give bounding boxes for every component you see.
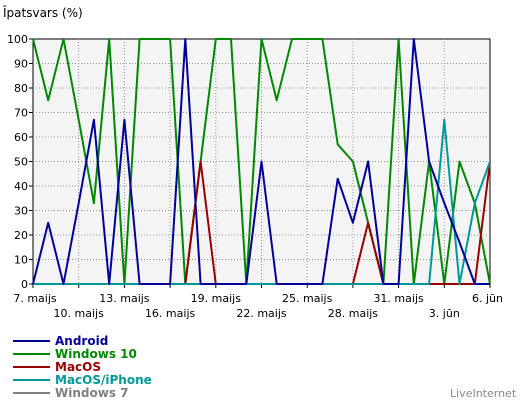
x-tick-label: 10. maijs: [54, 307, 105, 320]
y-tick-label: 100: [7, 33, 28, 46]
x-tick-label: 6. jūn: [472, 292, 503, 305]
legend-label-macos: MacOS: [55, 360, 101, 374]
y-tick-label: 20: [14, 229, 28, 242]
x-tick-label: 19. maijs: [191, 292, 242, 305]
x-tick-label: 3. jūn: [429, 307, 460, 320]
legend-label-macos-iphone: MacOS/iPhone: [55, 373, 152, 387]
legend-label-android: Android: [55, 334, 108, 348]
x-tick-label: 25. maijs: [282, 292, 333, 305]
y-tick-label: 30: [14, 205, 28, 218]
y-tick-label: 40: [14, 180, 28, 193]
x-tick-label: 28. maijs: [328, 307, 379, 320]
x-tick-label: 7. maijs: [13, 292, 57, 305]
y-tick-label: 60: [14, 131, 28, 144]
y-tick-label: 50: [14, 156, 28, 169]
series-lines: [32, 38, 491, 285]
x-tick-label: 13. maijs: [99, 292, 150, 305]
y-axis: 0 10 20 30 40 50 60 70 80 90 100: [7, 33, 33, 291]
chart-title: Īpatsvars (%): [3, 6, 83, 20]
x-tick-label: 16. maijs: [145, 307, 196, 320]
y-tick-label: 0: [21, 278, 28, 291]
brand-label: LiveInternet: [450, 387, 517, 400]
y-tick-label: 90: [14, 58, 28, 71]
legend-label-windows-7: Windows 7: [55, 386, 128, 400]
x-axis: 7. maijs 10. maijs 13. maijs 16. maijs 19. m…: [13, 284, 503, 320]
grid: [33, 39, 490, 284]
legend-label-windows-10: Windows 10: [55, 347, 137, 361]
x-tick-label: 22. maijs: [236, 307, 287, 320]
y-tick-label: 80: [14, 82, 28, 95]
x-tick-label: 31. maijs: [373, 292, 424, 305]
y-tick-label: 10: [14, 254, 28, 267]
y-tick-label: 70: [14, 107, 28, 120]
